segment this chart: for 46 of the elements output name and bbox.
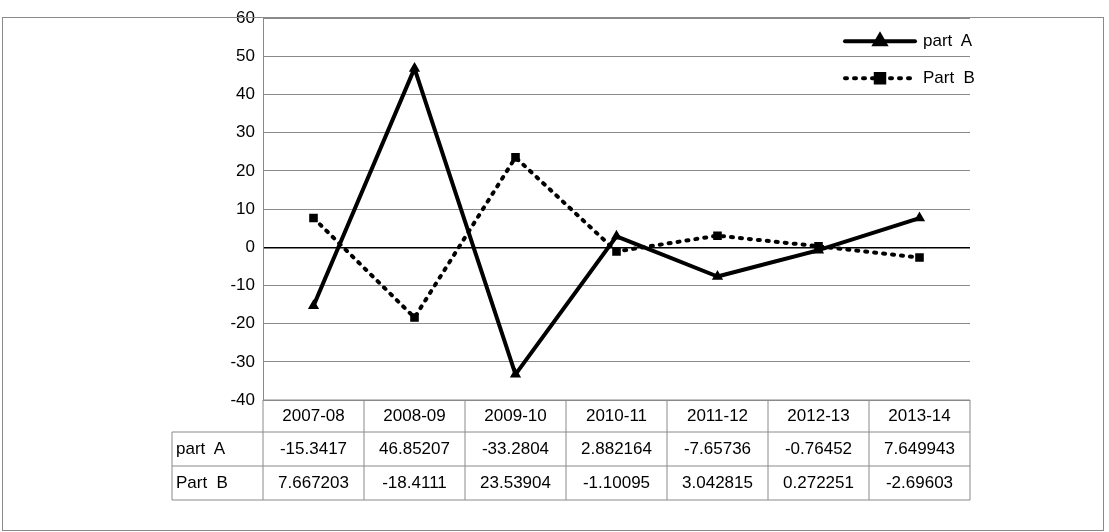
y-tick-label: 50 — [236, 46, 255, 66]
y-tick-label: -20 — [230, 313, 255, 333]
y-tick-label: 30 — [236, 122, 255, 142]
data-label: 7.667203 — [278, 472, 349, 492]
y-tick-label: 20 — [236, 160, 255, 180]
point — [915, 253, 924, 262]
data-label: -2.69603 — [885, 472, 954, 492]
data-label: -7.65736 — [683, 438, 752, 458]
data-label: 0.272251 — [783, 472, 854, 492]
data-label: 7.649943 — [884, 438, 955, 458]
x-tick-label: 2010-11 — [585, 405, 648, 425]
point — [612, 247, 621, 256]
data-label: -1.10095 — [582, 472, 651, 492]
point — [410, 313, 419, 322]
point — [309, 213, 318, 223]
data-label: 2.882164 — [581, 438, 652, 458]
text: Part B — [176, 472, 228, 492]
y-tick-label: -40 — [230, 389, 255, 409]
text: part A — [176, 438, 226, 458]
x-tick-label: 2012-13 — [787, 405, 850, 425]
data-label: -15.3417 — [279, 438, 348, 458]
x-tick-label: 2008-09 — [383, 405, 446, 425]
y-tick-label: 0 — [245, 236, 255, 256]
data-label: -18.4111 — [382, 472, 447, 492]
point — [511, 153, 520, 162]
point — [712, 270, 723, 280]
point — [914, 212, 925, 222]
data-label: -33.2804 — [481, 438, 550, 458]
legend-label: Part B — [923, 67, 975, 87]
data-label: 23.53904 — [480, 472, 551, 492]
y-tick-label: 40 — [236, 84, 255, 104]
data-label: 46.85207 — [379, 438, 450, 458]
x-tick-label: 2011-12 — [686, 405, 749, 425]
data-label: -0.76452 — [784, 438, 853, 458]
x-tick-label: 2013-14 — [888, 405, 951, 425]
point — [409, 62, 420, 72]
legend-label: part A — [923, 30, 973, 50]
y-tick-label: 10 — [236, 198, 255, 218]
y-tick-label: -10 — [230, 275, 255, 295]
point — [713, 231, 722, 240]
point — [308, 300, 319, 310]
y-tick-label: -30 — [230, 351, 255, 371]
x-tick-label: 2009-10 — [484, 405, 547, 425]
data-label: 3.042815 — [682, 472, 753, 492]
x-tick-label: 2007-08 — [282, 405, 345, 425]
point — [510, 368, 521, 378]
